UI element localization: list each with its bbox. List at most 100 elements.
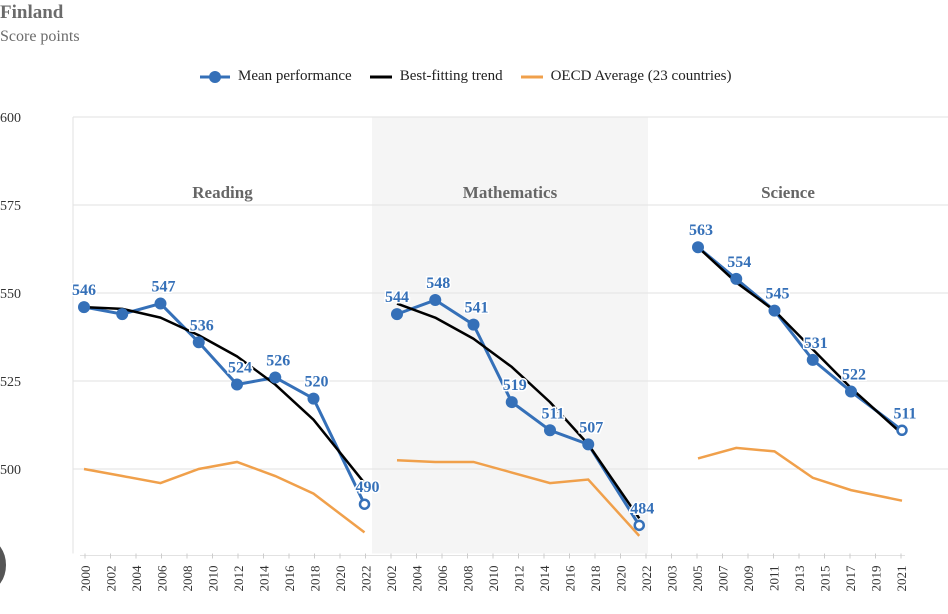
data-point — [633, 519, 645, 532]
oecd-average-line — [697, 446, 903, 502]
x-tick-label: 2002 — [384, 565, 399, 591]
data-label: 484 — [630, 500, 654, 517]
legend-line-icon — [520, 75, 543, 78]
data-point — [307, 392, 320, 405]
x-tick-label: 2020 — [333, 565, 348, 591]
x-tick-label: 2008 — [461, 565, 476, 591]
data-label: 544 — [385, 289, 409, 306]
chart-title: Finland — [0, 2, 64, 23]
data-label: 526 — [266, 352, 290, 369]
data-label: 547 — [152, 279, 176, 296]
overlay-button[interactable] — [0, 540, 6, 590]
x-tick-label: 2014 — [257, 565, 272, 592]
y-tick-label: 525 — [0, 375, 21, 390]
legend-item-mean[interactable]: Mean performance — [200, 68, 352, 85]
data-point — [896, 424, 908, 437]
x-tick-label: 2010 — [206, 565, 221, 591]
data-label: 548 — [426, 275, 450, 292]
legend-label: Best-fitting trend — [399, 68, 503, 84]
trend-line — [83, 305, 366, 484]
x-tick-label: 2018 — [308, 565, 323, 591]
data-point — [730, 272, 743, 285]
x-tick-label: 2004 — [129, 565, 144, 592]
x-tick-label: 2006 — [435, 565, 450, 592]
x-tick-label: 2008 — [180, 565, 195, 591]
data-point — [505, 396, 518, 409]
x-tick-label: 2012 — [512, 565, 527, 591]
x-tick-label: 2005 — [690, 565, 705, 591]
data-point — [358, 498, 371, 510]
data-point — [845, 385, 857, 398]
data-label: 490 — [356, 479, 380, 496]
trend-line — [697, 246, 903, 435]
data-label: 536 — [190, 317, 214, 334]
x-tick-label: 2015 — [818, 565, 833, 591]
x-tick-label: 2003 — [665, 565, 680, 591]
legend-item-trend[interactable]: Best-fitting trend — [369, 68, 503, 85]
x-tick-label: 2002 — [104, 565, 119, 591]
data-label: 563 — [689, 222, 713, 239]
data-point — [692, 241, 704, 254]
data-point — [231, 378, 243, 391]
data-label: 524 — [228, 360, 252, 377]
x-tick-label: 2009 — [741, 565, 756, 591]
y-tick-label: 550 — [0, 287, 21, 302]
data-label: 531 — [804, 335, 828, 352]
x-tick-label: 2010 — [486, 565, 501, 591]
panel-title-reading: Reading — [192, 183, 253, 202]
legend-marker-circle-icon — [200, 70, 230, 83]
x-tick-label: 2020 — [614, 565, 629, 591]
data-point — [768, 304, 781, 317]
data-point — [192, 336, 205, 349]
x-tick-label: 2022 — [639, 565, 654, 591]
panel-shade — [372, 117, 648, 554]
data-label: 541 — [465, 300, 489, 317]
data-point — [154, 297, 167, 310]
x-tick-label: 2014 — [537, 565, 552, 592]
data-label: 511 — [541, 405, 564, 422]
chart-subtitle: Score points — [0, 28, 80, 45]
legend-label: Mean performance — [238, 68, 352, 84]
data-label: 546 — [72, 282, 96, 299]
x-tick-label: 2017 — [843, 565, 858, 592]
legend-item-oecd[interactable]: OECD Average (23 countries) — [520, 68, 732, 85]
x-tick-label: 2019 — [869, 565, 884, 591]
x-tick-label: 2007 — [716, 565, 731, 592]
x-tick-label: 2021 — [894, 565, 909, 591]
x-tick-label: 2011 — [767, 565, 782, 591]
data-point — [269, 371, 282, 384]
data-label: 519 — [503, 377, 527, 394]
x-tick-label: 2000 — [78, 565, 93, 591]
data-label: 507 — [579, 419, 603, 436]
data-label: 554 — [727, 254, 751, 271]
y-tick-label: 500 — [0, 463, 21, 478]
panel-title-mathematics: Mathematics — [463, 183, 558, 202]
legend-label: OECD Average (23 countries) — [550, 68, 732, 84]
data-point — [78, 301, 90, 314]
data-point — [467, 318, 480, 331]
data-point — [116, 308, 129, 321]
x-tick-label: 2016 — [282, 565, 297, 592]
legend-line-icon — [369, 75, 392, 78]
legend: Mean performance Best-fitting trend OECD… — [200, 68, 732, 85]
data-point — [429, 294, 442, 307]
y-tick-label: 575 — [0, 199, 21, 214]
y-tick-label: 600 — [0, 111, 21, 126]
data-label: 545 — [766, 286, 790, 303]
panel-title-science: Science — [761, 183, 815, 202]
x-tick-label: 2012 — [231, 565, 246, 591]
mean-performance-line — [83, 301, 366, 505]
data-point — [806, 353, 819, 366]
x-tick-label: 2006 — [155, 565, 170, 592]
x-tick-label: 2018 — [588, 565, 603, 591]
data-label: 522 — [842, 367, 866, 384]
x-tick-label: 2013 — [792, 565, 807, 591]
mean-performance-line — [697, 246, 903, 432]
data-point — [582, 438, 595, 451]
data-label: 511 — [893, 405, 916, 422]
x-tick-label: 2004 — [410, 565, 425, 592]
x-tick-label: 2022 — [359, 565, 374, 591]
data-label: 520 — [305, 374, 329, 391]
oecd-average-line — [83, 460, 366, 534]
